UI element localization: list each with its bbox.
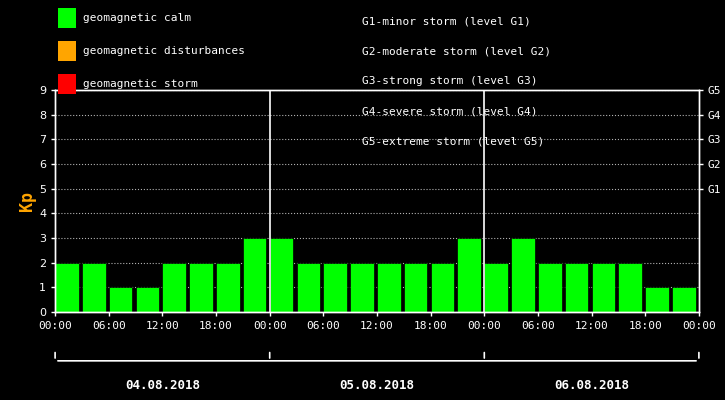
Text: 04.08.2018: 04.08.2018 bbox=[125, 378, 200, 392]
Bar bbox=[404, 263, 428, 312]
Bar bbox=[109, 287, 133, 312]
Bar bbox=[511, 238, 535, 312]
Bar bbox=[672, 287, 696, 312]
Text: G5-extreme storm (level G5): G5-extreme storm (level G5) bbox=[362, 136, 544, 146]
Bar bbox=[243, 238, 267, 312]
Y-axis label: Kp: Kp bbox=[18, 191, 36, 211]
Bar bbox=[645, 287, 669, 312]
Text: geomagnetic disturbances: geomagnetic disturbances bbox=[83, 46, 245, 56]
Bar bbox=[431, 263, 455, 312]
Bar bbox=[484, 263, 508, 312]
Bar bbox=[592, 263, 616, 312]
Bar bbox=[162, 263, 186, 312]
Bar bbox=[618, 263, 642, 312]
Bar bbox=[377, 263, 401, 312]
Text: G2-moderate storm (level G2): G2-moderate storm (level G2) bbox=[362, 46, 552, 56]
Bar bbox=[699, 263, 723, 312]
Text: G3-strong storm (level G3): G3-strong storm (level G3) bbox=[362, 76, 538, 86]
Text: G4-severe storm (level G4): G4-severe storm (level G4) bbox=[362, 106, 538, 116]
Text: 06.08.2018: 06.08.2018 bbox=[554, 378, 629, 392]
Bar bbox=[457, 238, 481, 312]
Bar bbox=[270, 238, 294, 312]
Text: geomagnetic storm: geomagnetic storm bbox=[83, 78, 198, 89]
Bar bbox=[297, 263, 320, 312]
Bar bbox=[82, 263, 106, 312]
Bar bbox=[565, 263, 589, 312]
Bar bbox=[323, 263, 347, 312]
Bar bbox=[538, 263, 562, 312]
Bar bbox=[216, 263, 240, 312]
Text: geomagnetic calm: geomagnetic calm bbox=[83, 13, 191, 23]
Text: 05.08.2018: 05.08.2018 bbox=[339, 378, 415, 392]
Bar bbox=[350, 263, 374, 312]
Bar bbox=[136, 287, 160, 312]
Text: G1-minor storm (level G1): G1-minor storm (level G1) bbox=[362, 16, 531, 26]
Bar bbox=[55, 263, 79, 312]
Bar bbox=[189, 263, 213, 312]
